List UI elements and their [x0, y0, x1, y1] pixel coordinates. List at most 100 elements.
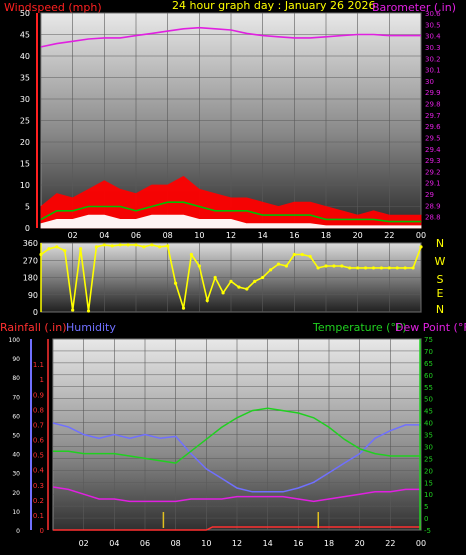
direction-point	[245, 287, 249, 291]
rain-y-tick: 0.8	[33, 406, 44, 414]
x-tick-label: 22	[385, 539, 395, 548]
temp-y-tick: 50	[424, 396, 433, 404]
x-tick-label: 14	[258, 231, 268, 240]
direction-y-tick: 0	[33, 308, 38, 317]
baro-y-tick: 30.4	[425, 33, 441, 41]
temp-y-tick: 55	[424, 384, 433, 392]
x-tick-label: 10	[201, 539, 211, 548]
temp-y-tick: 20	[424, 467, 433, 475]
direction-point	[284, 264, 289, 268]
wind-y-tick: 35	[20, 74, 30, 83]
x-tick-label: 20	[353, 231, 363, 240]
direction-point	[150, 243, 154, 247]
x-tick-label: 00	[416, 539, 426, 548]
humidity-y-tick: 0	[16, 528, 20, 535]
baro-y-tick: 30.1	[425, 67, 441, 75]
series-temperature-f-	[53, 407, 421, 464]
series-rainfall-in-	[53, 526, 421, 531]
baro-y-tick: 29.9	[425, 89, 441, 97]
direction-point	[158, 245, 162, 249]
direction-point	[411, 266, 415, 270]
rainfall-axis-title: Rainfall (.in)	[0, 321, 67, 334]
wind-y-tick: 45	[20, 31, 30, 40]
direction-point	[71, 308, 75, 312]
x-tick-label: 06	[131, 231, 141, 240]
x-tick-label: 20	[355, 539, 365, 548]
grid-layer	[41, 12, 422, 531]
temp-y-tick: 0	[424, 515, 428, 523]
direction-point	[356, 266, 360, 270]
direction-point	[300, 252, 304, 257]
x-tick-label: 02	[79, 539, 89, 548]
x-tick-label: 08	[163, 231, 173, 240]
humidity-y-tick: 80	[12, 375, 20, 382]
direction-point	[324, 264, 328, 268]
humidity-y-tick: 40	[12, 452, 20, 459]
baro-y-tick: 29.8	[425, 101, 441, 109]
direction-point	[340, 264, 344, 268]
x-tick-label: 04	[109, 539, 119, 548]
temp-y-tick: 10	[424, 491, 433, 499]
wind-y-tick: 50	[20, 9, 30, 18]
direction-point	[118, 243, 122, 247]
direction-point	[94, 245, 99, 249]
direction-point	[332, 264, 336, 268]
direction-point	[213, 275, 217, 280]
temp-y-tick: 30	[424, 443, 433, 451]
rain-y-tick: 0.3	[33, 482, 44, 490]
direction-letter: S	[437, 273, 444, 286]
humidity-y-tick: 100	[9, 337, 21, 344]
direction-y-tick: 360	[23, 239, 38, 248]
x-tick-label: 18	[321, 231, 331, 240]
wind-y-tick: 30	[20, 95, 30, 104]
direction-point	[229, 279, 233, 283]
temp-y-tick: 45	[424, 408, 433, 416]
rain-y-tick: 0.7	[33, 421, 44, 429]
series-barometer-in-	[40, 26, 421, 48]
rain-y-tick: 0.1	[33, 512, 44, 520]
x-tick-label: 02	[68, 231, 78, 240]
rain-y-tick: 0	[40, 527, 44, 535]
baro-y-tick: 29.5	[425, 134, 441, 142]
windspeed-axis-title: Windspeed (mph)	[4, 1, 102, 14]
humidity-y-tick: 30	[12, 471, 20, 478]
wind-y-tick: 40	[20, 52, 30, 61]
baro-y-tick: 28.8	[425, 214, 441, 222]
barometer-axis-title: Barometer (.in)	[372, 1, 456, 14]
rain-y-tick: 0.5	[33, 452, 44, 460]
direction-point	[253, 279, 257, 283]
direction-point	[348, 266, 352, 270]
baro-y-tick: 29	[425, 191, 434, 199]
humidity-y-tick: 10	[12, 509, 20, 516]
direction-y-tick: 180	[23, 274, 38, 283]
direction-point	[268, 268, 273, 272]
baro-y-tick: 30.5	[425, 21, 441, 29]
direction-point	[173, 281, 178, 285]
direction-point	[261, 275, 265, 280]
baro-y-tick: 29.4	[425, 146, 441, 154]
direction-point	[221, 291, 225, 295]
direction-point	[316, 266, 320, 270]
baro-y-tick: 29.3	[425, 157, 441, 165]
humidity-y-tick: 20	[12, 490, 20, 497]
direction-point	[205, 298, 209, 303]
direction-point	[292, 252, 296, 257]
direction-point	[197, 264, 201, 268]
direction-letter: E	[437, 287, 444, 300]
x-tick-label: 12	[232, 539, 242, 548]
rain-y-tick: 0.4	[33, 467, 45, 475]
direction-point	[363, 266, 368, 270]
temp-y-tick: -5	[424, 527, 431, 535]
temp-y-tick: 25	[424, 455, 433, 463]
rain-y-tick: 1	[40, 376, 44, 384]
direction-point	[189, 252, 194, 257]
temperature-axis-title: Temperature (°F)	[312, 321, 407, 334]
baro-y-tick: 30	[425, 78, 434, 86]
series-wind-light	[40, 214, 422, 229]
temp-y-tick: 65	[424, 360, 433, 368]
humidity-axis-title: Humidity	[66, 321, 116, 334]
rain-y-tick: 0.6	[33, 437, 45, 445]
direction-point	[126, 243, 130, 247]
direction-point	[403, 266, 407, 270]
